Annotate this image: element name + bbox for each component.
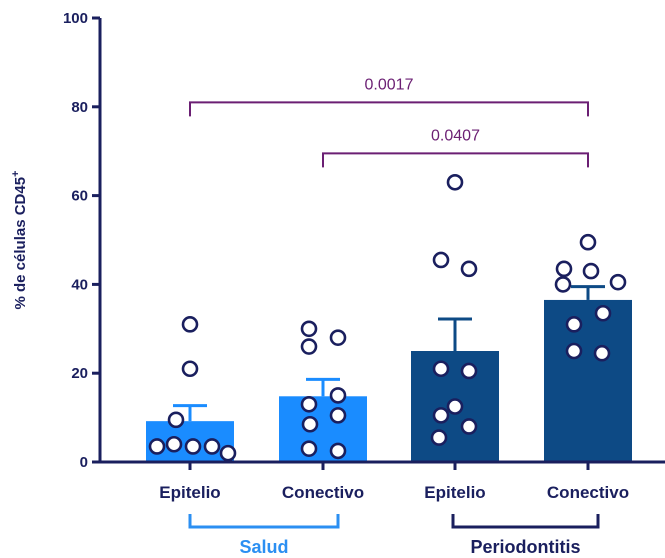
data-point-3-6 (565, 316, 583, 333)
data-point-3-8 (593, 344, 611, 362)
data-point-1-7 (300, 440, 318, 457)
data-point-1-1 (329, 329, 347, 346)
y-tick-label-2: 40 (71, 276, 88, 293)
comparison-brackets-layer: 0.0017 0.0407 (189, 76, 589, 168)
data-point-0-3 (148, 438, 166, 455)
category-label-0: Epitelio (159, 483, 220, 502)
data-point-1-5 (329, 407, 347, 424)
data-point-2-7 (460, 418, 478, 435)
data-point-1-0 (300, 320, 318, 338)
data-point-0-0 (181, 316, 199, 333)
data-point-3-0 (579, 233, 597, 251)
bars-layer (146, 299, 632, 462)
bar-3 (544, 299, 632, 462)
error-bars-layer (173, 285, 605, 422)
data-point-3-7 (565, 342, 583, 360)
data-point-1-3 (329, 387, 347, 404)
data-points-layer (148, 173, 627, 462)
axes-layer (98, 18, 665, 470)
data-point-3-5 (594, 304, 612, 322)
data-point-2-4 (460, 362, 478, 380)
data-point-2-8 (430, 429, 448, 446)
data-point-2-0 (446, 173, 464, 191)
data-point-2-3 (432, 360, 450, 378)
data-point-2-5 (446, 398, 464, 415)
data-point-1-2 (300, 338, 318, 355)
category-labels-layer: Epitelio Conectivo Epitelio Conectivo (159, 483, 629, 502)
data-point-0-2 (167, 411, 185, 429)
y-tick-label-0: 0 (80, 454, 88, 471)
p-value-label-1: 0.0407 (431, 127, 480, 144)
bar-1 (279, 396, 367, 462)
comparison-bracket-1 (322, 152, 589, 168)
data-point-3-4 (554, 276, 572, 293)
data-point-2-2 (460, 260, 478, 278)
data-point-3-3 (609, 273, 627, 291)
data-point-2-1 (432, 251, 450, 269)
group-brackets-layer: Salud Periodontitis (188, 514, 600, 557)
data-point-2-6 (432, 407, 450, 424)
data-point-1-4 (300, 395, 318, 413)
group-label-1: Periodontitis (470, 537, 580, 557)
data-point-0-6 (203, 438, 221, 455)
data-point-0-5 (184, 438, 202, 455)
y-axis-label: % de células CD45+ (10, 171, 29, 310)
data-point-3-2 (582, 262, 600, 280)
y-ticks-layer: 0 20 40 60 80 100 (63, 10, 100, 471)
y-tick-label-4: 80 (71, 99, 88, 116)
y-tick-label-5: 100 (63, 10, 88, 27)
group-label-0: Salud (239, 537, 288, 557)
data-point-3-1 (555, 260, 573, 278)
p-value-label-0: 0.0017 (365, 76, 414, 93)
y-tick-label-3: 60 (71, 188, 88, 205)
group-bracket-1 (451, 514, 600, 529)
comparison-bracket-0 (189, 101, 589, 117)
data-point-1-6 (301, 415, 319, 433)
category-label-2: Epitelio (424, 483, 485, 502)
y-tick-label-1: 20 (71, 365, 88, 382)
group-bracket-0 (188, 514, 340, 529)
data-point-0-1 (181, 360, 199, 378)
category-label-3: Conectivo (547, 483, 629, 502)
data-point-0-7 (219, 444, 237, 462)
data-point-1-8 (329, 442, 347, 460)
data-point-0-4 (165, 435, 183, 453)
category-label-1: Conectivo (282, 483, 364, 502)
